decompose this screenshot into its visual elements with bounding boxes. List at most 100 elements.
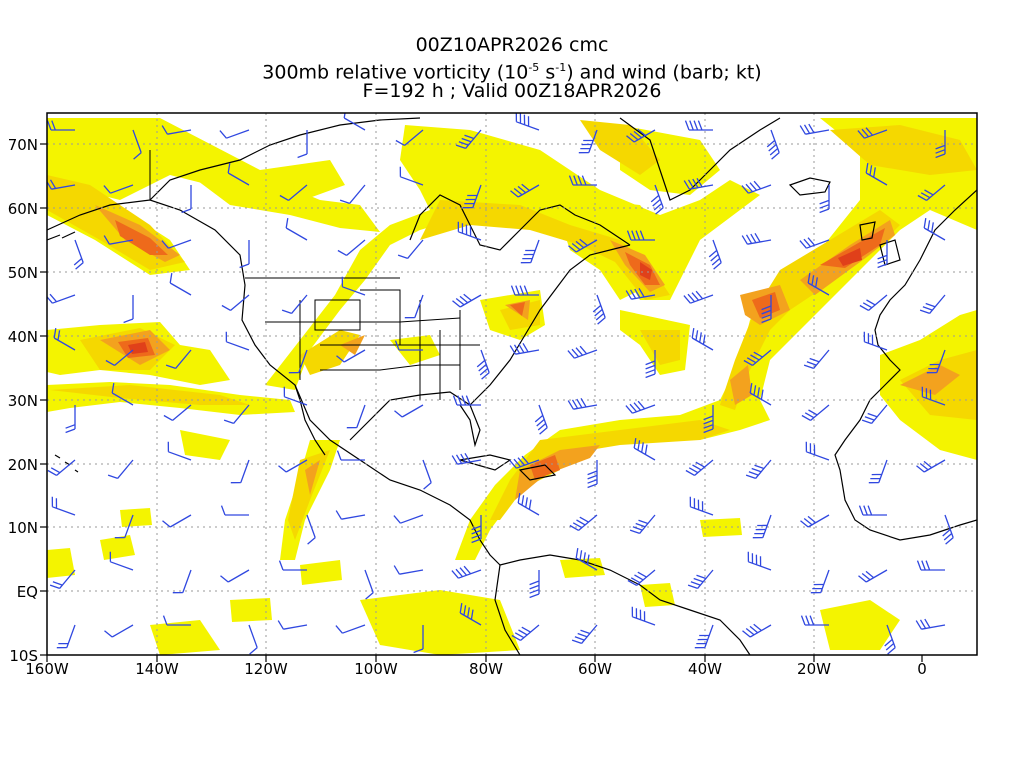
wind-barb [288, 349, 308, 374]
wind-barb [625, 400, 656, 414]
lon-label: 160W [25, 660, 69, 678]
wind-barb [335, 624, 366, 634]
lon-label: 60W [578, 660, 612, 678]
wind-barb [689, 496, 714, 516]
wind-barb [278, 560, 307, 571]
wind-barb [336, 450, 365, 461]
wind-barb [742, 623, 772, 638]
wind-barb [568, 238, 598, 253]
wind-barb [627, 569, 656, 586]
wind-barb [413, 625, 424, 654]
wind-barb [337, 239, 366, 256]
wind-barb [221, 294, 250, 311]
wind-barb [916, 459, 946, 473]
wind-barb [515, 113, 540, 131]
wind-barb [645, 350, 656, 379]
wind-barb [857, 127, 888, 139]
wind-barb [219, 129, 250, 139]
wind-barb [745, 459, 772, 480]
wind-barb [741, 180, 772, 194]
wind-barb [107, 459, 134, 480]
wind-barb [800, 514, 830, 528]
wind-barb [694, 624, 714, 649]
us-state-borders [149, 150, 480, 400]
wind-barb [578, 129, 598, 154]
wind-barb [510, 285, 539, 296]
lat-label: 40N [8, 328, 38, 346]
wind-barb [114, 514, 134, 539]
wind-barb [868, 459, 888, 484]
wind-barb [807, 272, 830, 296]
wind-barb [587, 460, 598, 489]
wind-barb [51, 496, 76, 516]
lat-label: 50N [8, 264, 38, 282]
wind-barb [162, 615, 191, 626]
wind-barb [799, 123, 830, 135]
wind-barb [181, 185, 192, 214]
wind-barb [47, 120, 75, 131]
wind-barb [683, 290, 714, 304]
wind-barb [569, 514, 598, 531]
wind-barb [801, 404, 830, 421]
wind-barb [49, 569, 76, 590]
wind-barb [741, 232, 772, 245]
wind-barb [281, 294, 308, 315]
wind-barb [161, 239, 192, 249]
axis-ticks [40, 143, 923, 662]
wind-barb [517, 492, 540, 516]
wind-barb [685, 459, 714, 476]
wind-barb [471, 515, 482, 544]
lon-label: 120W [244, 660, 288, 678]
wind-barb [923, 217, 946, 241]
wind-barb [394, 404, 424, 418]
coastlines [47, 117, 977, 655]
wind-barb [393, 514, 424, 524]
chart-title: 00Z10APR2026 cmc [415, 34, 609, 56]
wind-barb [650, 184, 664, 215]
wind-barb [534, 404, 548, 435]
wind-barb [53, 327, 76, 351]
wind-barb [684, 120, 713, 131]
wind-barb [397, 239, 424, 260]
wind-barb [626, 128, 656, 143]
wind-barb [865, 162, 888, 186]
vorticity-shading [47, 118, 977, 655]
wind-barb [520, 239, 540, 264]
lat-label: 10S [9, 647, 38, 665]
plot-frame [46, 112, 978, 656]
wind-barbs [47, 113, 954, 655]
wind-barb [942, 514, 954, 545]
lon-label: 0 [917, 660, 927, 678]
wind-barb [404, 294, 424, 319]
wind-barb [56, 624, 76, 649]
wind-barb [297, 130, 308, 159]
wind-barb [915, 618, 946, 630]
wind-barb [422, 459, 432, 490]
wind-barb [917, 184, 946, 201]
wind-barb [884, 624, 896, 655]
wind-barb [863, 331, 888, 351]
wind-barb [103, 184, 134, 194]
wind-barb [278, 459, 308, 473]
wind-barb [567, 345, 598, 359]
wind-barb [220, 505, 249, 516]
wind-barb [805, 441, 830, 461]
wind-barb [592, 294, 606, 325]
wind-barb [703, 405, 714, 434]
lat-label: 70N [8, 136, 38, 154]
wind-barb [567, 397, 598, 410]
lat-label: 20N [8, 456, 38, 474]
wind-barb [858, 505, 887, 516]
wind-barb [766, 129, 780, 160]
wind-barb [509, 342, 540, 355]
wind-barb [65, 405, 76, 434]
wind-barb [691, 327, 714, 351]
wind-barb [161, 125, 192, 135]
wind-barb [919, 294, 946, 315]
wind-barb [223, 404, 250, 425]
lat-label: 60N [8, 200, 38, 218]
wind-barb [803, 349, 830, 370]
wind-barb [395, 129, 424, 146]
wind-barb [575, 547, 598, 571]
wind-barb [457, 221, 482, 241]
